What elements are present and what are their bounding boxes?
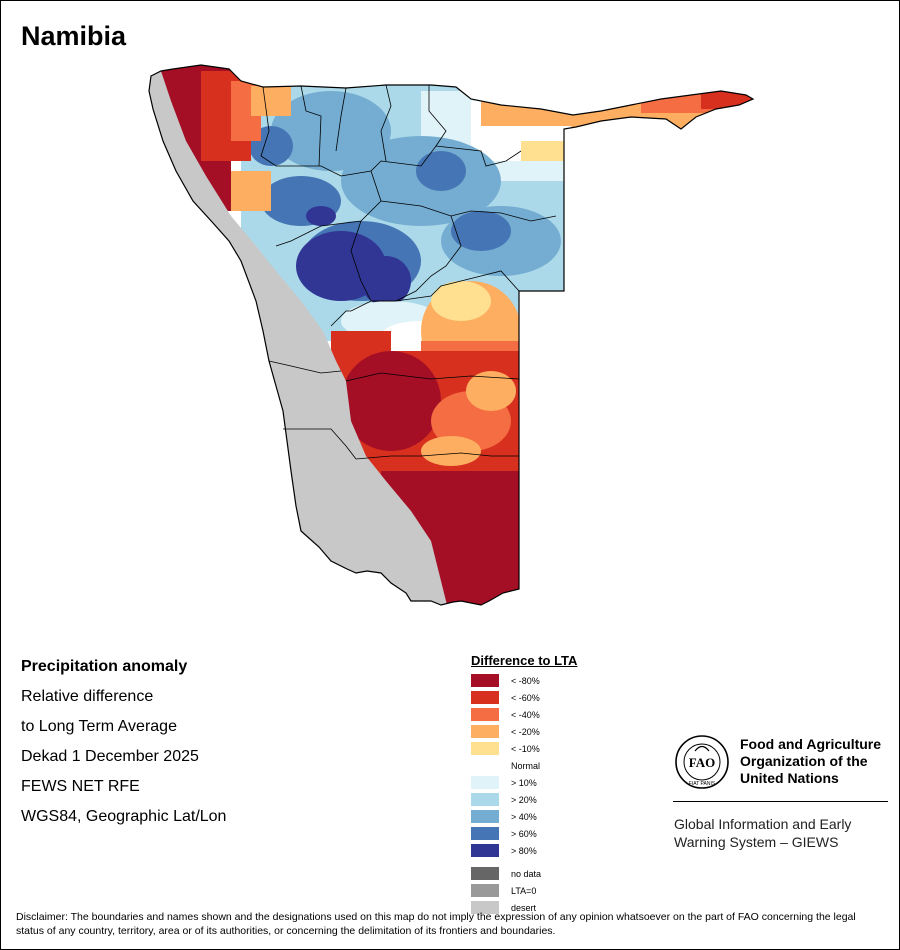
legend-item: < -40% [471, 706, 577, 723]
country-outline [148, 64, 755, 606]
fao-org-line-1: Food and Agriculture [740, 736, 882, 752]
map-title: Namibia [21, 21, 127, 51]
legend-label: > 80% [511, 845, 537, 856]
fao-logo-icon: FAO FIAT PANIS [675, 735, 729, 789]
legend-swatch [471, 844, 499, 857]
legend-swatch [471, 725, 499, 738]
fao-logo-motto: FIAT PANIS [689, 781, 716, 787]
legend-item: > 10% [471, 774, 577, 791]
legend-label: Normal [511, 760, 541, 771]
fao-org-line-3: United Nations [740, 770, 839, 786]
giews-divider [673, 801, 888, 802]
legend-item: < -10% [471, 740, 577, 757]
legend-item: < -80% [471, 672, 577, 689]
legend-swatch [471, 810, 499, 823]
legend-item: < -60% [471, 689, 577, 706]
legend-swatch [471, 708, 499, 721]
legend-swatch [471, 742, 499, 755]
legend-swatch [471, 759, 499, 772]
legend-item: Normal [471, 757, 577, 774]
legend-swatch [471, 793, 499, 806]
legend-extra-item: desert [471, 899, 577, 916]
legend-extra-swatch [471, 884, 499, 897]
giews-line-1: Global Information and Early [674, 816, 852, 832]
legend-extra-item: LTA=0 [471, 882, 577, 899]
legend-extra-label: no data [511, 868, 542, 879]
legend-extra-item: no data [471, 865, 577, 882]
legend-label: < -10% [511, 743, 540, 754]
legend-label: > 60% [511, 828, 537, 839]
legend-label: < -20% [511, 726, 540, 737]
legend-swatch [471, 674, 499, 687]
giews-line-2: Warning System – GIEWS [674, 834, 839, 850]
legend-label: > 20% [511, 794, 537, 805]
giews-name: Global Information and Early Warning Sys… [674, 815, 851, 851]
info-line-4: Dekad 1 December 2025 [21, 748, 199, 765]
info-line-6: WGS84, Geographic Lat/Lon [21, 808, 227, 825]
legend-extra-swatch [471, 867, 499, 880]
info-line-3: to Long Term Average [21, 718, 177, 735]
legend-swatch [471, 691, 499, 704]
fao-org-line-2: Organization of the [740, 753, 868, 769]
legend-item: < -20% [471, 723, 577, 740]
legend: Difference to LTA < -80% < -60% < -40% < -2… [471, 653, 577, 916]
map-info-block: Precipitation anomaly Relative differenc… [21, 656, 226, 836]
info-line-5: FEWS NET RFE [21, 778, 140, 795]
legend-label: < -40% [511, 709, 540, 720]
legend-extra-swatch [471, 901, 499, 914]
legend-extra-label: LTA=0 [511, 885, 537, 896]
legend-item: > 40% [471, 808, 577, 825]
anomaly-raster [149, 65, 753, 605]
legend-item: > 20% [471, 791, 577, 808]
disclaimer-text: Disclaimer: The boundaries and names sho… [16, 911, 856, 937]
legend-extra-items: no data LTA=0 desert [471, 865, 577, 916]
legend-label: > 10% [511, 777, 537, 788]
legend-title: Difference to LTA [471, 653, 578, 668]
info-line-2: Relative difference [21, 688, 154, 705]
legend-swatch [471, 776, 499, 789]
fao-logo-letters: FAO [689, 755, 715, 770]
namibia-map [148, 64, 755, 606]
legend-label: < -80% [511, 675, 540, 686]
legend-items: < -80% < -60% < -40% < -20% < -10% Normal > 10… [471, 672, 577, 859]
legend-item: > 60% [471, 825, 577, 842]
info-line-1: Precipitation anomaly [21, 658, 188, 675]
legend-swatch [471, 827, 499, 840]
legend-item: > 80% [471, 842, 577, 859]
region-boundaries [260, 84, 557, 460]
fao-organization-name: Food and Agriculture Organization of the… [740, 736, 881, 787]
legend-extra-label: desert [511, 902, 537, 913]
legend-label: < -60% [511, 692, 540, 703]
legend-label: > 40% [511, 811, 537, 822]
